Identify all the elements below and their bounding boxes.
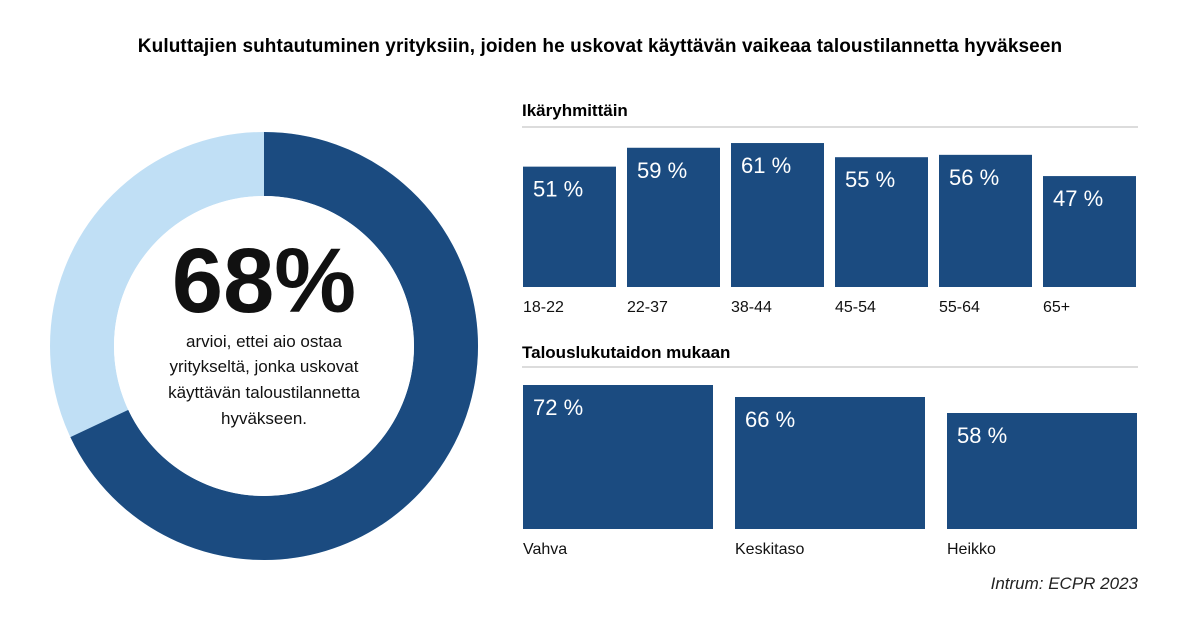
donut-description-line: käyttävän taloustilannetta (168, 383, 360, 402)
donut-chart: 68% arvioi, ettei aio ostaa yritykseltä,… (50, 132, 478, 560)
bar-value-label: 47 % (1053, 186, 1103, 211)
bar-value-label: 56 % (949, 165, 999, 190)
bar (523, 385, 713, 529)
bar (947, 413, 1137, 529)
category-label: Vahva (523, 541, 567, 558)
donut-slice-main (70, 132, 478, 560)
donut-description-line: yritykseltä, jonka uskovat (170, 357, 359, 376)
bar-value-label: 58 % (957, 423, 1007, 448)
donut-description-line: arvioi, ettei aio ostaa (186, 332, 342, 351)
bar-value-label: 55 % (845, 167, 895, 192)
category-label: Heikko (947, 541, 996, 558)
donut-hole (114, 196, 414, 496)
bar-value-label: 66 % (745, 407, 795, 432)
category-label: 55-64 (939, 299, 980, 316)
category-label: 22-37 (627, 299, 668, 316)
category-label: 45-54 (835, 299, 876, 316)
bar (735, 397, 925, 529)
bar-value-label: 72 % (533, 395, 583, 420)
bar (939, 154, 1032, 287)
category-label: Keskitaso (735, 541, 804, 558)
chart-title: Kuluttajien suhtautuminen yrityksiin, jo… (137, 36, 1063, 57)
source-note: Intrum: ECPR 2023 (990, 574, 1138, 593)
bar-value-label: 59 % (637, 158, 687, 183)
donut-value-label: 68% (172, 230, 356, 332)
category-label: 18-22 (523, 299, 564, 316)
bar-chart-age: 51 % 18-22 59 % 22-37 61 % 38-44 55 % 45-54 56 %… (523, 143, 1136, 316)
bar (835, 157, 928, 287)
category-label: 38-44 (731, 299, 772, 316)
section-title-age: Ikäryhmittäin (522, 101, 628, 120)
category-label: 65+ (1043, 299, 1070, 316)
bar (1043, 176, 1136, 287)
bar-value-label: 61 % (741, 153, 791, 178)
section-title-literacy: Talouslukutaidon mukaan (522, 343, 730, 362)
bar-chart-literacy: 72 % Vahva 66 % Keskitaso 58 % Heikko (523, 385, 1137, 558)
bar (627, 147, 720, 287)
donut-description-line: hyväkseen. (221, 409, 307, 428)
bar-value-label: 51 % (533, 177, 583, 202)
bar (731, 143, 824, 287)
bar (523, 166, 616, 287)
